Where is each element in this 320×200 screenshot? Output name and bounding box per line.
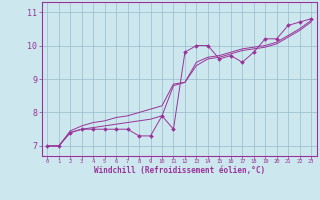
X-axis label: Windchill (Refroidissement éolien,°C): Windchill (Refroidissement éolien,°C) bbox=[94, 166, 265, 175]
